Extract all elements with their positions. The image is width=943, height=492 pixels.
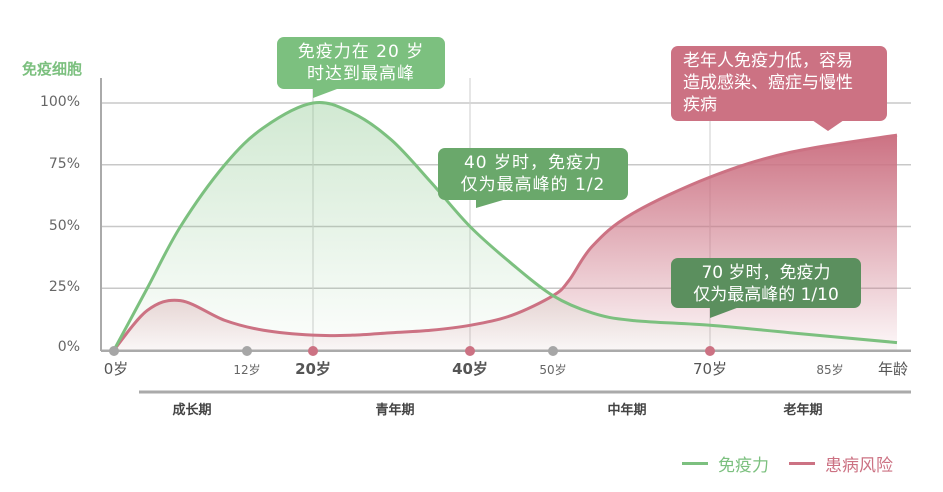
seventy-bubble-tail	[710, 306, 742, 318]
forty-annotation-line1: 40 岁时，免疫力	[463, 153, 603, 173]
y-tick-25: 25%	[48, 279, 80, 295]
legend-risk: 患病风险	[789, 451, 893, 476]
forty-annotation-line2: 仅为最高峰的 1/2	[460, 175, 606, 195]
y-axis-title: 免疫细胞	[22, 60, 83, 78]
period-middle-age: 中年期	[607, 403, 647, 418]
peak-annotation-line1: 免疫力在 20 岁	[297, 42, 425, 62]
y-tick-75: 75%	[48, 156, 80, 172]
legend-risk-label: 患病风险	[825, 456, 893, 476]
peak-annotation-line2: 时达到最高峰	[307, 64, 415, 84]
seventy-annotation: 70 岁时，免疫力 仅为最高峰的 1/10	[671, 258, 861, 308]
period-elderly: 老年期	[783, 403, 823, 418]
period-growth: 成长期	[172, 403, 212, 418]
y-tick-50: 50%	[48, 218, 80, 234]
peak-bubble-tail	[313, 86, 345, 98]
legend-immunity-label: 免疫力	[718, 456, 769, 476]
elderly-annotation-line2: 造成感染、癌症与慢性	[683, 73, 853, 93]
legend-immunity-swatch	[682, 462, 708, 465]
period-youth: 青年期	[375, 403, 415, 418]
x-tick-20: 20岁	[295, 360, 331, 378]
x-axis-name: 年龄	[877, 360, 909, 378]
x-tick-85: 85岁	[816, 363, 844, 377]
immunity-area	[114, 102, 897, 350]
y-tick-0: 0%	[57, 339, 80, 355]
immunity-line	[112, 100, 898, 351]
elderly-annotation-line3: 疾病	[683, 95, 717, 115]
forty-annotation: 40 岁时，免疫力 仅为最高峰的 1/2	[438, 148, 628, 200]
risk-line	[112, 133, 898, 351]
x-tick-40: 40岁	[452, 360, 488, 378]
elderly-annotation-line1: 老年人免疫力低，容易	[683, 51, 853, 71]
x-tick-0: 0岁	[103, 360, 129, 378]
legend-risk-swatch	[789, 462, 815, 465]
peak-annotation: 免疫力在 20 岁 时达到最高峰	[277, 37, 445, 89]
elderly-bubble-tail	[812, 120, 844, 131]
legend-immunity: 免疫力	[682, 451, 769, 476]
x-tick-50: 50岁	[539, 363, 567, 377]
y-tick-100: 100%	[39, 94, 80, 110]
seventy-annotation-line1: 70 岁时，免疫力	[701, 263, 831, 283]
elderly-annotation: 老年人免疫力低，容易 造成感染、癌症与慢性 疾病	[671, 46, 887, 121]
x-tick-70: 70岁	[692, 360, 728, 378]
seventy-annotation-line2: 仅为最高峰的 1/10	[693, 285, 839, 305]
x-tick-12: 12岁	[233, 363, 261, 377]
forty-bubble-tail	[476, 198, 510, 208]
age-markers	[109, 346, 715, 356]
